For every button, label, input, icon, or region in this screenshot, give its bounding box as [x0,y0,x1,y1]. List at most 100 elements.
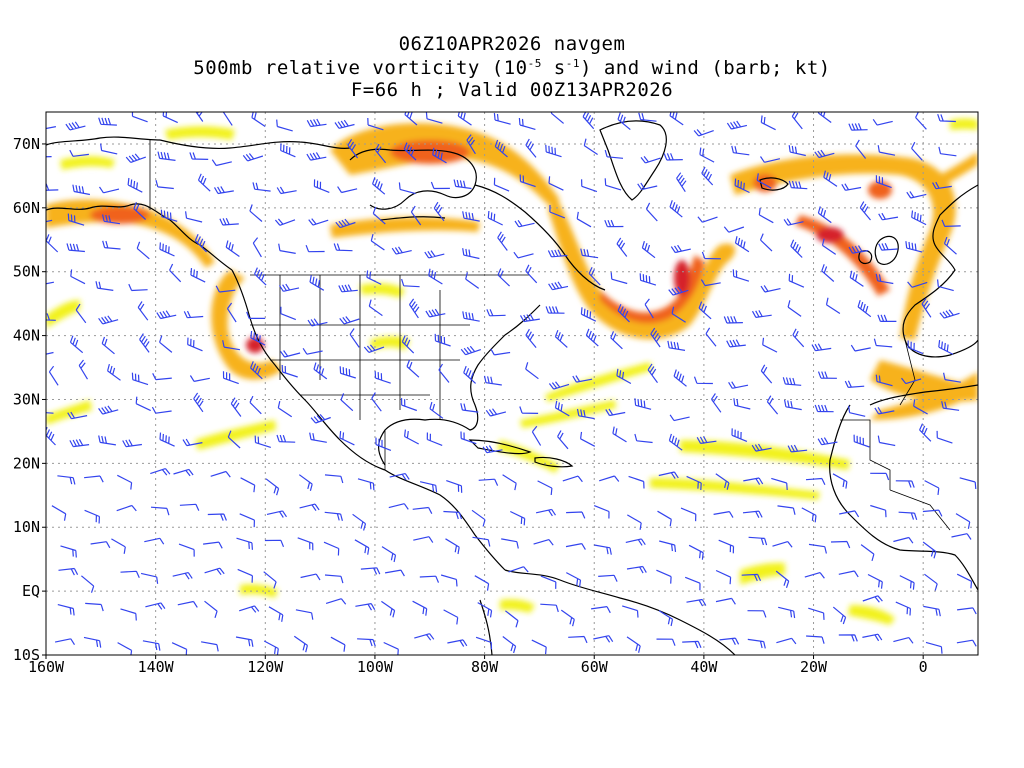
wind-barb [776,637,797,645]
lon-tick-label: 40W [690,658,718,676]
wind-barb [254,435,271,448]
wind-barb [533,539,554,546]
wind-barb [560,609,575,627]
wind-barb [230,397,242,417]
wind-barb [848,123,868,131]
wind-barb [705,327,717,347]
wind-barb [98,186,120,194]
wind-barb [207,513,227,521]
wind-barb [432,147,447,164]
wind-barb [485,408,507,417]
wind-barb [372,206,386,225]
wind-barb [384,569,405,577]
wind-barb [413,536,434,543]
lat-tick-label: 30N [13,390,40,408]
wind-barb [280,350,301,358]
wind-barb [676,172,687,193]
wind-barb [363,344,385,353]
wind-barb [748,536,768,546]
wind-barb [657,510,672,527]
wind-barb [565,543,586,550]
wind-barb [340,393,354,412]
wind-barb [617,304,630,323]
wind-barb [122,439,142,448]
wind-barb [726,339,746,348]
wind-barb [131,112,148,123]
wind-barb [75,303,87,324]
wind-barb [466,134,476,155]
wind-barb [625,538,646,546]
wind-barb [125,153,146,163]
wind-barb [197,173,211,192]
wind-barb [545,306,565,314]
wind-barb [696,436,717,444]
wind-barb [684,576,701,591]
wind-barb [443,510,463,520]
wind-barb [700,279,721,287]
lat-tick-label: 10S [13,646,40,664]
wind-barb [139,333,150,353]
wind-barb [173,468,194,477]
wind-barb [102,214,120,225]
wind-barb [634,398,652,410]
wind-barb [548,176,564,191]
wind-barb [226,302,237,323]
wind-barb [222,112,233,126]
wind-barb [656,569,672,584]
wind-barb [133,201,147,220]
wind-barb [297,537,314,551]
wind-barb [482,445,503,454]
wind-barb [877,435,896,447]
wind-barb [784,399,802,411]
wind-barb [760,285,781,293]
wind-barb [862,633,883,642]
wind-barb [540,603,559,613]
wind-barb [832,473,848,489]
wind-barb [155,180,174,190]
wind-barb [848,245,869,254]
wind-barb [545,144,562,158]
wind-barb [98,405,119,415]
wind-barb [610,272,628,285]
wind-barb [128,283,148,292]
wind-barb [701,166,714,186]
wind-barb [505,610,519,628]
wind-barb [117,474,133,490]
wind-barb [391,246,412,255]
wind-barb [412,600,428,616]
wind-barb [870,472,890,481]
wind-barb [443,609,459,625]
wind-barb [932,181,952,190]
wind-barb [718,539,735,554]
wind-barb [159,432,175,447]
wind-barb [462,248,480,260]
wind-barb [787,444,808,453]
wind-barb [547,249,568,258]
wind-barb [67,411,88,420]
wind-barb [771,477,788,491]
wind-barb [150,468,171,476]
wind-barb [731,428,748,442]
wind-barb [406,359,420,378]
wind-barb [535,508,557,517]
wind-barb [875,374,893,387]
wind-barb [462,311,480,322]
wind-barb [688,544,704,560]
lat-tick-label: 40N [13,327,40,345]
wind-barb [715,597,736,605]
wind-barb [401,398,418,412]
wind-barb [790,239,803,258]
wind-barb [775,570,790,588]
wind-barb [263,571,277,589]
wind-barb [937,279,954,292]
wind-barb [225,240,240,257]
wind-barb [959,477,977,490]
wind-barb [839,510,860,518]
wind-barb [537,480,553,496]
wind-barb [324,574,344,584]
wind-barb [462,211,480,222]
wind-barb [525,328,537,348]
wind-barb [594,544,612,555]
wind-barb [265,478,280,496]
wind-barb [622,605,639,618]
